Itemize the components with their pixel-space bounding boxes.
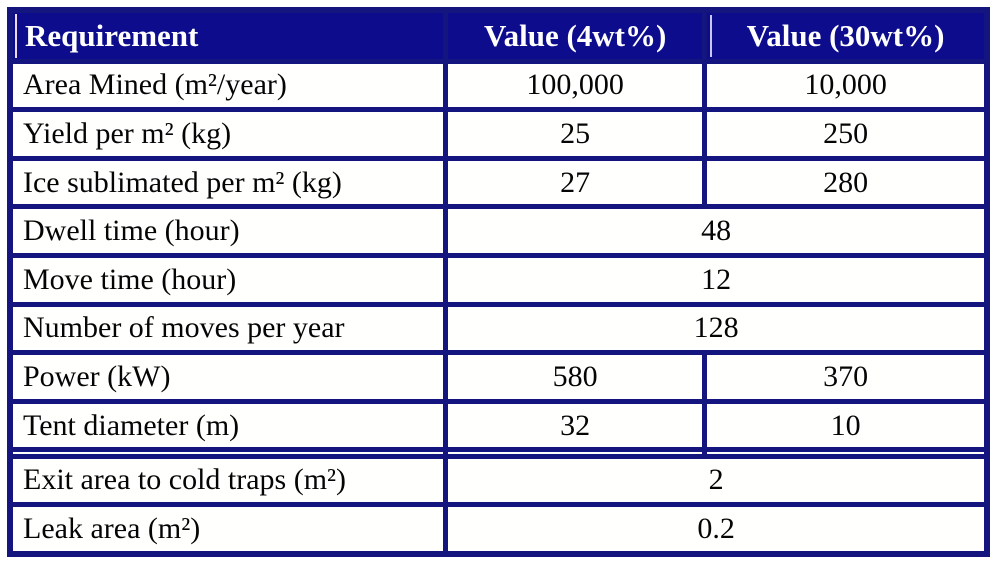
value-cell-merged: 48 — [443, 204, 990, 258]
value-cell-merged: 12 — [443, 252, 990, 307]
value-cell-merged: 2 — [443, 453, 990, 508]
value-cell-merged: 0.2 — [443, 502, 990, 557]
table-row-tent-diameter: Tent diameter (m) 32 10 — [7, 398, 990, 453]
value-cell-4wt: 25 — [443, 107, 708, 161]
table-row-leak-area: Leak area (m²) 0.2 — [7, 502, 990, 557]
header-value-30wt: Value (30wt%) — [702, 7, 990, 64]
table-row-move-time: Move time (hour) 12 — [7, 252, 990, 307]
value-cell-30wt: 10 — [702, 398, 990, 453]
header-left-edge-line — [15, 14, 17, 58]
row-label: Power (kW) — [7, 350, 449, 404]
header-row: Requirement Value (4wt%) Value (30wt%) — [7, 7, 990, 64]
row-label: Ice sublimated per m² (kg) — [7, 155, 449, 210]
row-label: Yield per m² (kg) — [7, 107, 449, 161]
header-requirement: Requirement — [7, 7, 449, 64]
value-cell-30wt — [702, 447, 990, 459]
header-divider-line — [710, 15, 712, 57]
table-row-empty — [7, 447, 990, 459]
header-value-4wt: Value (4wt%) — [443, 7, 708, 64]
row-label: Leak area (m²) — [7, 502, 449, 557]
value-cell-4wt: 32 — [443, 398, 708, 453]
value-cell-merged: 128 — [443, 301, 990, 356]
row-label: Move time (hour) — [7, 252, 449, 307]
value-cell-4wt: 27 — [443, 155, 708, 210]
table-row-exit-area: Exit area to cold traps (m²) 2 — [7, 453, 990, 508]
value-cell-4wt: 100,000 — [443, 58, 708, 113]
value-cell-4wt: 580 — [443, 350, 708, 404]
row-label — [7, 447, 449, 459]
table-row-area-mined: Area Mined (m²/year) 100,000 10,000 — [7, 58, 990, 113]
row-label: Area Mined (m²/year) — [7, 58, 449, 113]
value-cell-30wt: 370 — [702, 350, 990, 404]
row-label: Exit area to cold traps (m²) — [7, 453, 449, 508]
table-row-yield: Yield per m² (kg) 25 250 — [7, 107, 990, 161]
table-row-dwell-time: Dwell time (hour) 48 — [7, 204, 990, 258]
table-row-moves-per-year: Number of moves per year 128 — [7, 301, 990, 356]
requirements-table: Requirement Value (4wt%) Value (30wt%) A… — [7, 7, 990, 557]
table-row-ice-sublimated: Ice sublimated per m² (kg) 27 280 — [7, 155, 990, 210]
row-label: Number of moves per year — [7, 301, 449, 356]
row-label: Tent diameter (m) — [7, 398, 449, 453]
table-row-power: Power (kW) 580 370 — [7, 350, 990, 404]
value-cell-4wt — [443, 447, 708, 459]
row-label: Dwell time (hour) — [7, 204, 449, 258]
value-cell-30wt: 10,000 — [702, 58, 990, 113]
value-cell-30wt: 280 — [702, 155, 990, 210]
value-cell-30wt: 250 — [702, 107, 990, 161]
